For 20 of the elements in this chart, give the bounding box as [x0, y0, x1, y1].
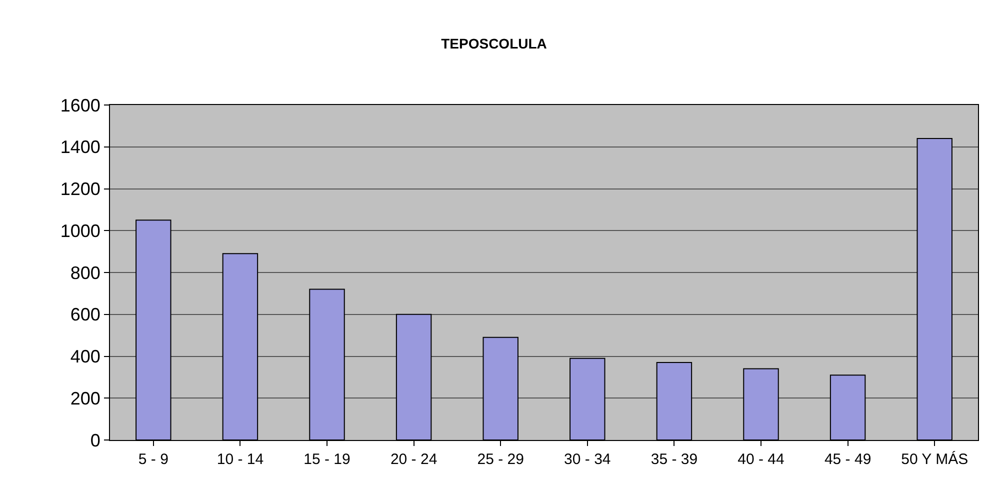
x-tick-label: 20 - 24: [390, 451, 438, 468]
y-tick-label: 400: [70, 346, 100, 367]
x-tick-label: 10 - 14: [216, 451, 264, 468]
x-tick-label: 45 - 49: [824, 451, 872, 468]
y-tick-label: 600: [70, 304, 100, 325]
x-tick-label: 50 Y MÁS: [901, 450, 968, 468]
y-tick-label: 1600: [60, 95, 100, 116]
x-tick-label: 30 - 34: [564, 451, 611, 468]
y-tick-label: 800: [70, 262, 100, 283]
y-tick-label: 0: [90, 430, 100, 450]
y-tick-label: 1200: [60, 179, 100, 200]
x-tick-label: 40 - 44: [738, 451, 784, 468]
chart-title: TEPOSCOLULA: [441, 36, 547, 52]
y-tick-label: 1000: [60, 220, 100, 241]
x-tick-label: 35 - 39: [650, 451, 698, 468]
y-tick-label: 200: [70, 388, 100, 408]
y-tick-label: 1400: [60, 137, 100, 158]
x-tick-label: 15 - 19: [304, 451, 350, 468]
x-tick-label: 5 - 9: [138, 451, 168, 468]
x-tick-label: 25 - 29: [477, 451, 524, 468]
